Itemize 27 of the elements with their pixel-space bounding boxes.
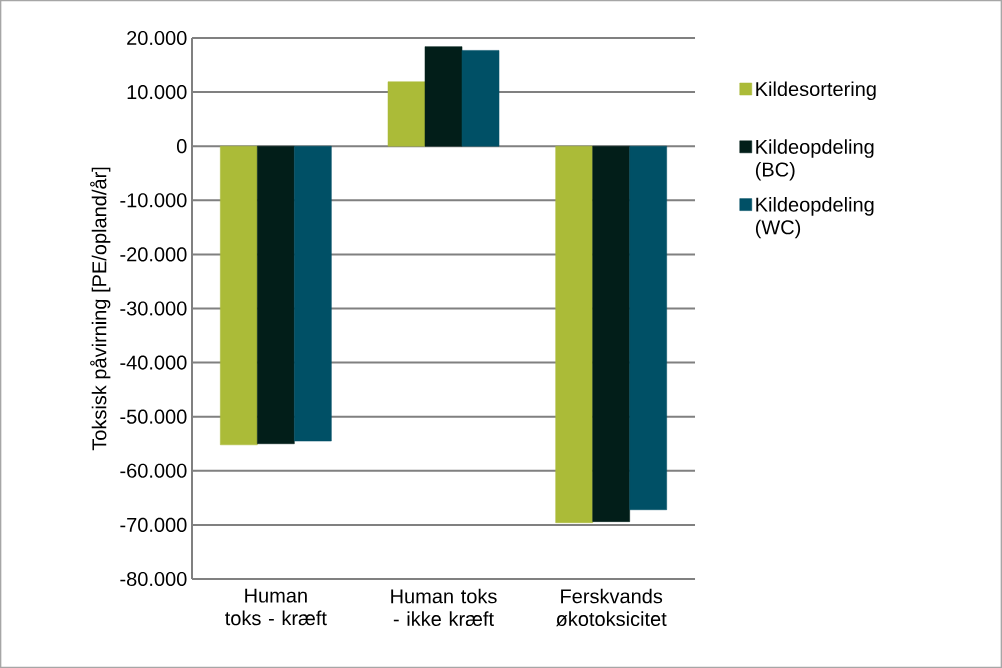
bar (629, 145, 667, 510)
bar (387, 81, 426, 147)
y-tick-label: -80.000 (120, 571, 187, 587)
legend-label: Kildeopdeling (BC) (755, 139, 874, 181)
x-tick-label: Human toks - ikke kræft (391, 588, 497, 627)
bar (424, 46, 463, 147)
y-tick-label: 20.000 (127, 30, 187, 46)
bar (555, 145, 593, 523)
x-tick-label: Human toks - kræft (225, 588, 327, 626)
legend-label: Kildesortering (756, 81, 876, 101)
y-tick-label: -50.000 (120, 409, 187, 424)
legend-label: Kildeopdeling (WC) (755, 197, 874, 239)
y-axis-title: Toksisk påvirning [PE/opland/år] (90, 167, 111, 451)
y-tick-label: -30.000 (120, 301, 187, 316)
bar (257, 145, 295, 444)
y-tick-label: -60.000 (120, 463, 187, 478)
y-tick-label: -40.000 (120, 355, 187, 370)
bar (294, 145, 332, 442)
y-tick-label: -70.000 (120, 517, 187, 532)
y-tick-label: 10.000 (127, 85, 187, 100)
y-tick-label: -10.000 (120, 193, 187, 208)
y-tick-label: -20.000 (120, 247, 187, 262)
x-tick-label: Ferskvands økotoksicitet (556, 588, 667, 627)
bar (461, 50, 500, 147)
bar (592, 145, 630, 522)
bar (220, 145, 258, 446)
y-tick-label: 0 (176, 139, 187, 154)
